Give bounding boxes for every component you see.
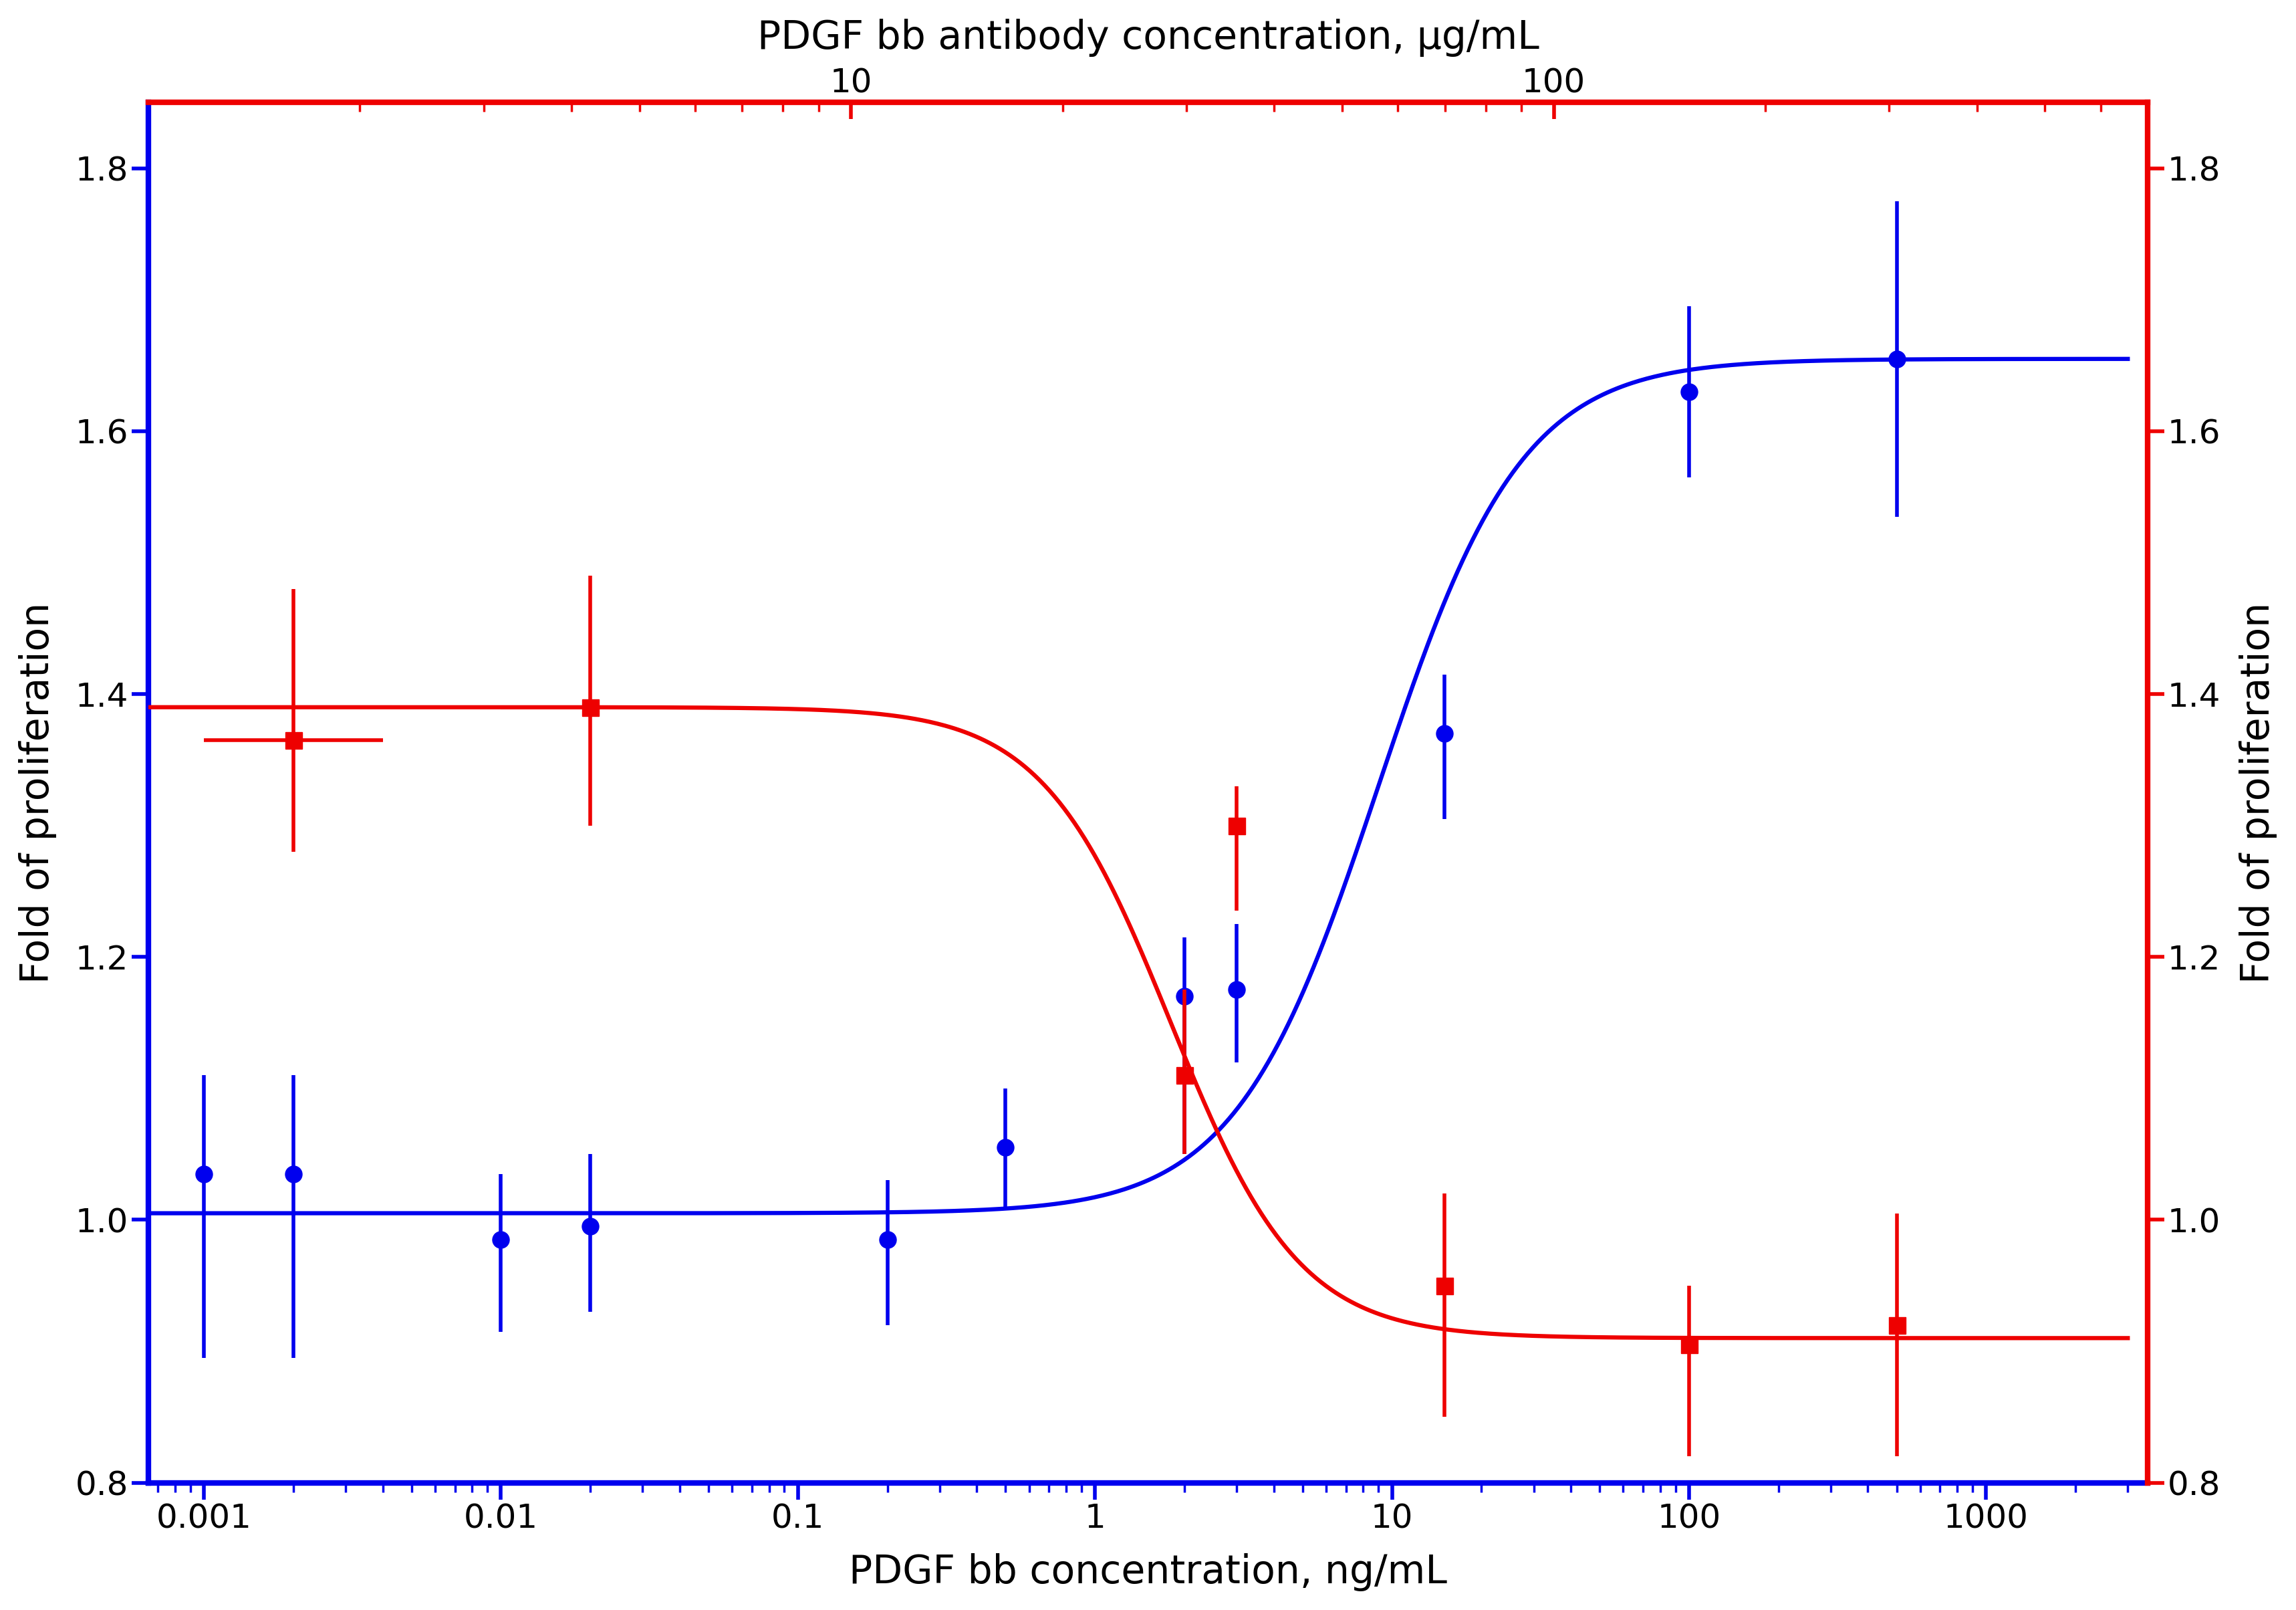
X-axis label: PDGF bb concentration, ng/mL: PDGF bb concentration, ng/mL — [850, 1554, 1446, 1591]
Y-axis label: Fold of proliferation: Fold of proliferation — [18, 602, 57, 984]
Y-axis label: Fold of proliferation: Fold of proliferation — [2239, 602, 2278, 984]
X-axis label: PDGF bb antibody concentration, μg/mL: PDGF bb antibody concentration, μg/mL — [758, 19, 1538, 56]
